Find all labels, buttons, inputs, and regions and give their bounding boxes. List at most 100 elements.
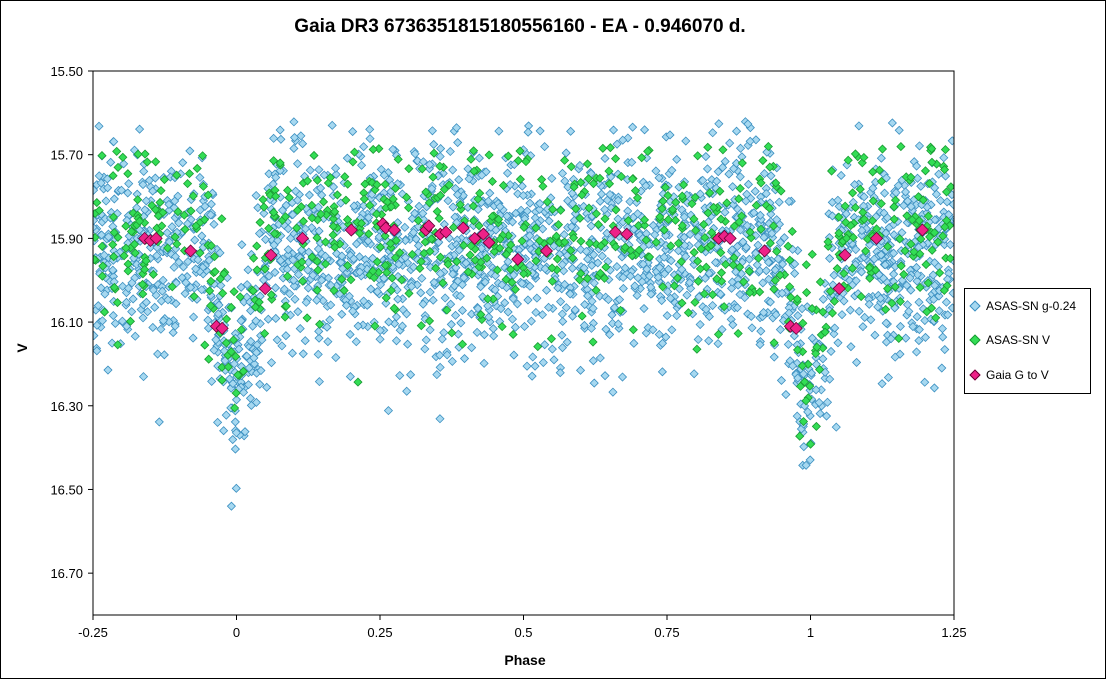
asassn-g-point xyxy=(738,237,748,247)
asassn-v-point xyxy=(438,278,448,288)
asassn-v-point xyxy=(390,253,401,263)
asassn-g-point xyxy=(485,188,495,198)
asassn-g-point xyxy=(150,302,160,312)
asassn-g-point xyxy=(579,263,589,273)
asassn-g-point xyxy=(567,222,577,232)
asassn-g-point xyxy=(775,325,785,335)
asassn-v-point xyxy=(920,166,931,176)
asassn-v-point xyxy=(765,238,775,248)
asassn-g-point xyxy=(851,276,861,286)
asassn-g-point xyxy=(532,293,542,303)
asassn-v-point xyxy=(769,284,779,294)
asassn-v-point xyxy=(368,144,378,155)
asassn-g-point xyxy=(437,334,447,344)
asassn-g-point xyxy=(292,195,303,205)
asassn-g-point xyxy=(561,148,571,158)
asassn-v-point xyxy=(195,248,205,258)
asassn-g-point xyxy=(366,284,376,294)
asassn-v-point xyxy=(97,151,107,161)
asassn-v-point xyxy=(924,178,935,189)
asassn-g-point xyxy=(937,324,948,334)
asassn-v-point xyxy=(687,199,697,209)
asassn-g-point xyxy=(528,352,538,362)
asassn-g-point xyxy=(505,180,515,190)
asassn-g-point xyxy=(440,293,450,303)
asassn-g-point xyxy=(930,280,940,290)
asassn-g-point xyxy=(942,197,952,207)
asassn-g-point xyxy=(122,321,132,331)
asassn-v-point xyxy=(756,224,766,234)
asassn-g-point xyxy=(249,359,260,369)
asassn-g-point xyxy=(557,260,567,270)
asassn-g-point xyxy=(425,287,435,297)
asassn-g-point xyxy=(648,325,658,335)
asassn-v-point xyxy=(312,175,322,185)
asassn-g-point xyxy=(890,352,900,362)
asassn-v-point xyxy=(801,260,811,270)
asassn-g-point xyxy=(301,297,311,307)
asassn-g-point xyxy=(906,201,916,212)
asassn-v-point xyxy=(906,239,916,249)
asassn-g-point xyxy=(295,324,305,334)
asassn-g-point xyxy=(204,255,214,265)
asassn-g-point xyxy=(341,300,352,310)
asassn-g-point xyxy=(135,124,145,134)
asassn-g-point xyxy=(553,283,563,293)
asassn-g-point xyxy=(454,175,464,185)
asassn-g-point xyxy=(557,309,567,319)
asassn-g-point xyxy=(563,182,573,192)
asassn-g-point xyxy=(298,349,308,359)
asassn-v-point xyxy=(670,215,681,225)
asassn-g-point xyxy=(527,371,537,381)
asassn-g-point xyxy=(206,210,216,220)
y-tick-label: 16.70 xyxy=(50,566,83,581)
asassn-g-point xyxy=(448,202,458,212)
asassn-v-point xyxy=(765,203,775,213)
asassn-g-point xyxy=(774,197,784,207)
asassn-g-point xyxy=(400,222,410,232)
asassn-v-point xyxy=(566,245,576,256)
asassn-v-point xyxy=(755,287,765,297)
asassn-v-point xyxy=(807,303,817,314)
asassn-v-point xyxy=(404,164,414,174)
asassn-g-point xyxy=(464,174,474,184)
asassn-g-point xyxy=(746,311,756,321)
asassn-v-point xyxy=(221,338,231,348)
asassn-g-point xyxy=(608,387,618,397)
asassn-g-point xyxy=(435,362,445,372)
asassn-g-point xyxy=(375,334,385,344)
asassn-g-point xyxy=(190,235,200,245)
asassn-g-point xyxy=(427,184,437,194)
asassn-g-point xyxy=(547,173,557,183)
asassn-g-point xyxy=(667,325,677,335)
asassn-g-point xyxy=(240,427,250,437)
asassn-v-point xyxy=(721,259,731,269)
asassn-g-point xyxy=(893,181,903,191)
asassn-g-point xyxy=(837,310,847,320)
asassn-v-point xyxy=(108,212,119,222)
asassn-g-point xyxy=(538,357,548,368)
asassn-g-point xyxy=(778,259,788,269)
asassn-v-point xyxy=(93,198,102,208)
asassn-g-point xyxy=(612,262,622,272)
asassn-g-point xyxy=(567,263,577,273)
asassn-v-point xyxy=(605,143,615,153)
asassn-g-point xyxy=(875,293,886,304)
asassn-g-point xyxy=(600,204,610,215)
asassn-v-point xyxy=(226,347,236,357)
asassn-g-point xyxy=(425,160,435,170)
asassn-g-point xyxy=(337,309,347,319)
asassn-v-point xyxy=(184,169,195,179)
asassn-v-point xyxy=(217,214,227,224)
asassn-g-point xyxy=(276,134,286,144)
asassn-g-point xyxy=(393,294,403,304)
asassn-g-point xyxy=(307,223,317,233)
asassn-g-point xyxy=(672,311,682,321)
asassn-g-point xyxy=(244,363,254,373)
asassn-g-point xyxy=(164,199,174,209)
asassn-g-point xyxy=(544,216,554,226)
asassn-g-point xyxy=(296,131,306,141)
asassn-g-point xyxy=(912,270,922,280)
asassn-g-point xyxy=(947,303,954,313)
asassn-g-point xyxy=(156,324,166,334)
